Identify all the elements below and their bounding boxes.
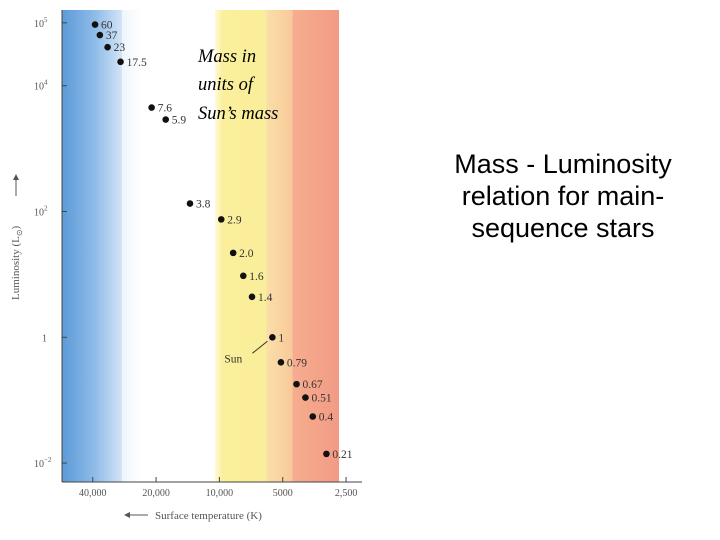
mass-label-8: 2.0 <box>239 248 254 260</box>
data-point-9 <box>239 272 247 280</box>
x-tick-label-4: 2,500 <box>335 488 358 499</box>
y-tick-exponent-2: 2 <box>44 205 48 213</box>
y-tick-exponent-1: 4 <box>44 79 48 87</box>
data-point-0 <box>91 21 99 28</box>
mass-label-1: 37 <box>106 30 118 42</box>
x-tick-label-3: 5000 <box>273 488 293 499</box>
data-point-14 <box>302 394 309 401</box>
y-axis-arrow-head <box>13 174 19 180</box>
band-orange <box>266 10 293 482</box>
data-point-6 <box>186 200 194 207</box>
data-point-5 <box>162 116 170 123</box>
band-yellow <box>214 10 267 482</box>
mass-label-14: 0.51 <box>311 393 331 405</box>
annotation-line-2: units of <box>198 75 256 95</box>
mass-label-12: 0.79 <box>287 357 307 369</box>
mass-label-10: 1.4 <box>258 292 273 304</box>
data-point-7 <box>217 216 225 223</box>
data-point-15 <box>309 413 317 420</box>
x-tick-label-0: 40,000 <box>79 488 107 499</box>
data-point-10 <box>248 293 256 301</box>
mass-label-3: 17.5 <box>127 57 147 69</box>
data-point-8 <box>229 249 237 257</box>
data-point-3 <box>117 58 124 66</box>
sun-label: Sun <box>224 353 242 365</box>
caption-line-2: relation for main- <box>461 181 665 211</box>
caption-line-3: sequence stars <box>471 213 655 243</box>
mass-label-9: 1.6 <box>249 271 264 283</box>
y-axis-title: Luminosity (L⊙) <box>10 225 24 300</box>
mass-annotation: Mass in units of Sun’s mass <box>197 47 278 124</box>
annotation-line-3: Sun’s mass <box>198 104 278 124</box>
mass-label-7: 2.9 <box>227 214 242 226</box>
slide-caption: Mass - Luminosity relation for main- seq… <box>418 148 708 244</box>
mass-label-16: 0.21 <box>332 449 352 461</box>
y-tick-exponent-0: 5 <box>44 16 48 24</box>
band-white <box>122 10 215 482</box>
band-red <box>292 10 340 482</box>
y-tick-exponent-4: −2 <box>44 456 52 464</box>
data-point-4 <box>148 104 155 111</box>
mass-label-2: 23 <box>114 42 126 54</box>
sun-callout-line <box>252 340 268 354</box>
band-blue <box>62 10 123 482</box>
data-point-12 <box>277 359 285 366</box>
data-point-1 <box>96 31 104 39</box>
data-point-2 <box>104 43 111 51</box>
x-axis-arrow-head <box>124 512 130 518</box>
temperature-color-bands <box>62 10 340 482</box>
mass-label-6: 3.8 <box>196 199 211 211</box>
mass-label-15: 0.4 <box>319 412 334 424</box>
annotation-line-1: Mass in <box>197 47 256 67</box>
x-tick-label-2: 10,000 <box>206 488 234 499</box>
mass-label-13: 0.67 <box>303 379 323 391</box>
data-point-16 <box>323 450 330 458</box>
mass-luminosity-figure: 105 104 102 1 10−2 40,000 20,000 10,000 5000 2,50… <box>10 10 362 522</box>
mass-label-5: 5.9 <box>172 115 187 127</box>
data-point-13 <box>293 380 300 388</box>
caption-line-1: Mass - Luminosity <box>454 149 672 179</box>
x-tick-label-1: 20,000 <box>142 488 170 499</box>
mass-label-0: 60 <box>101 20 113 32</box>
mass-label-4: 7.6 <box>158 103 173 115</box>
y-axis-title-subscript: ⊙ <box>15 229 24 236</box>
mass-label-11: 1 <box>278 332 284 344</box>
x-axis-title: Surface temperature (K) <box>155 510 262 522</box>
y-axis-title-close: ) <box>10 225 22 229</box>
data-point-11 <box>269 333 276 341</box>
y-tick-label-3: 1 <box>42 333 47 344</box>
